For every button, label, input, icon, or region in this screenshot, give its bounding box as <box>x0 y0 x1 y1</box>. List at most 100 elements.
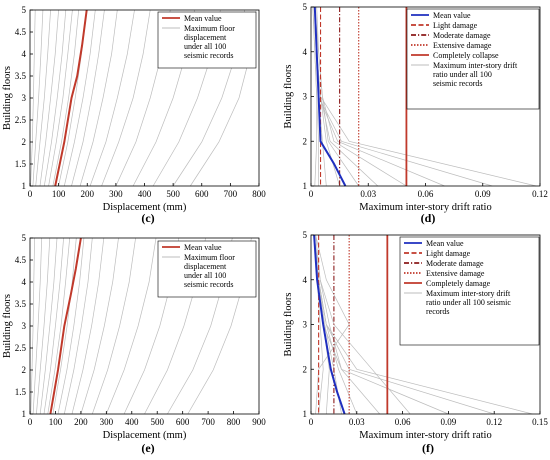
y-tick-label: 1 <box>303 409 308 419</box>
y-tick-label: 3 <box>303 92 308 102</box>
y-axis-title: Building floors <box>2 66 13 130</box>
record-curve <box>314 6 407 187</box>
legend-box <box>157 11 257 69</box>
y-tick-label: 1.5 <box>15 387 27 397</box>
y-tick-label: 5 <box>303 2 308 12</box>
legend-entry-label: Mean value <box>184 243 222 252</box>
x-tick-label: 0.12 <box>486 417 502 427</box>
chart-panel-4: 0 0.03 0.06 0.09 0.12 0.15 1 2 3 4 5 Maximum inter-… <box>283 230 548 455</box>
x-tick-label: 500 <box>166 189 180 199</box>
x-tick-label: 0.06 <box>418 189 434 199</box>
record-curve <box>63 237 93 415</box>
panel-label: (f) <box>422 441 434 455</box>
y-axis-title: Building floors <box>283 293 294 357</box>
y-tick-label: 1.5 <box>15 159 27 169</box>
y-tick-label: 4.5 <box>15 255 27 265</box>
record-curve <box>47 237 71 415</box>
chart-panel-1: 0 100 200 300 400 500 600 700 800 1 1.5 2 2.5 3 3.5 4 4.… <box>2 5 266 225</box>
x-tick-label: 100 <box>49 417 63 427</box>
x-tick-label: 600 <box>195 189 209 199</box>
y-tick-label: 2 <box>303 136 308 146</box>
record-curve <box>80 237 119 415</box>
legend-entry-label: Completely damage <box>426 279 491 288</box>
x-tick-label: 700 <box>201 417 215 427</box>
record-curve <box>79 9 118 187</box>
legend-entry-label: Maximum inter-story drift ratio under all… <box>433 61 518 88</box>
x-tick-label: 0.15 <box>532 417 548 427</box>
y-tick-label: 4 <box>303 275 308 285</box>
mean-value-line <box>313 6 347 187</box>
y-tick-label: 1 <box>22 409 27 419</box>
y-tick-label: 2 <box>303 364 308 374</box>
x-tick-label: 0.09 <box>441 417 457 427</box>
x-tick-label: 900 <box>252 417 266 427</box>
legend-entry-label: Completely collapse <box>433 51 499 60</box>
x-tick-label: 0.09 <box>475 189 491 199</box>
legend-entry-label: Mean value <box>184 14 222 23</box>
record-curve <box>35 9 51 187</box>
y-tick-label: 4 <box>22 277 27 287</box>
y-tick-label: 5 <box>303 230 308 240</box>
y-axis-title: Building floors <box>2 294 13 358</box>
y-tick-label: 4 <box>22 49 27 59</box>
x-tick-label: 800 <box>227 417 241 427</box>
y-tick-label: 2 <box>22 365 27 375</box>
x-tick-label: 0 <box>309 417 314 427</box>
record-curve <box>57 237 85 415</box>
legend-box <box>399 236 540 346</box>
x-tick-label: 0 <box>28 417 33 427</box>
record-curve <box>52 9 80 187</box>
legend-entry-label: Mean value <box>433 11 471 20</box>
record-curve <box>101 9 151 187</box>
record-curve <box>105 237 157 415</box>
y-tick-label: 4 <box>303 47 308 57</box>
record-curve <box>30 237 35 415</box>
x-tick-label: 300 <box>109 189 123 199</box>
legend-entry-label: Maximum floor displacement under all 100 se… <box>184 253 235 289</box>
y-tick-label: 2 <box>22 137 27 147</box>
mean-value-line <box>49 237 82 415</box>
x-axis-title: Displacement (mm) <box>103 202 187 213</box>
y-tick-label: 5 <box>22 5 27 15</box>
x-tick-label: 0 <box>309 189 314 199</box>
y-tick-label: 3 <box>22 321 27 331</box>
record-curve <box>316 6 359 187</box>
record-curve <box>32 9 44 187</box>
mean-value-line <box>313 234 346 415</box>
record-curve <box>89 9 135 187</box>
panel-label: (c) <box>141 211 154 225</box>
legend-entry-label: Light damage <box>433 21 478 30</box>
x-tick-label: 800 <box>252 189 266 199</box>
record-curve <box>32 237 43 415</box>
record-curve <box>43 237 64 415</box>
legend-box <box>157 240 257 298</box>
x-tick-label: 500 <box>150 417 164 427</box>
record-curve <box>312 6 318 187</box>
record-curve <box>52 237 77 415</box>
y-tick-label: 3 <box>303 320 308 330</box>
y-tick-label: 5 <box>22 233 27 243</box>
record-curve <box>313 234 411 415</box>
chart-panel-2: 0 0.03 0.06 0.09 0.12 1 2 3 4 5 Maximum inter-stor… <box>283 2 548 225</box>
x-tick-label: 700 <box>224 189 238 199</box>
y-axis-title: Building floors <box>283 65 294 129</box>
x-tick-label: 200 <box>74 417 88 427</box>
record-curve <box>36 237 51 415</box>
record-curve <box>315 234 350 415</box>
legend-entry-label: Light damage <box>426 249 471 258</box>
x-axis-title: Maximum inter-story drift ratio <box>359 202 491 213</box>
y-tick-label: 3.5 <box>15 299 27 309</box>
legend-entry-label: Maximum inter-story drift ratio under all… <box>426 289 511 316</box>
legend-entry-label: Mean value <box>426 239 464 248</box>
x-tick-label: 300 <box>100 417 114 427</box>
legend-entry-label: Extensive damage <box>426 269 485 278</box>
legend-entry-label: Maximum floor displacement under all 100 se… <box>184 24 235 60</box>
record-curve <box>39 237 58 415</box>
record-curve <box>71 237 105 415</box>
record-curve <box>71 9 105 187</box>
